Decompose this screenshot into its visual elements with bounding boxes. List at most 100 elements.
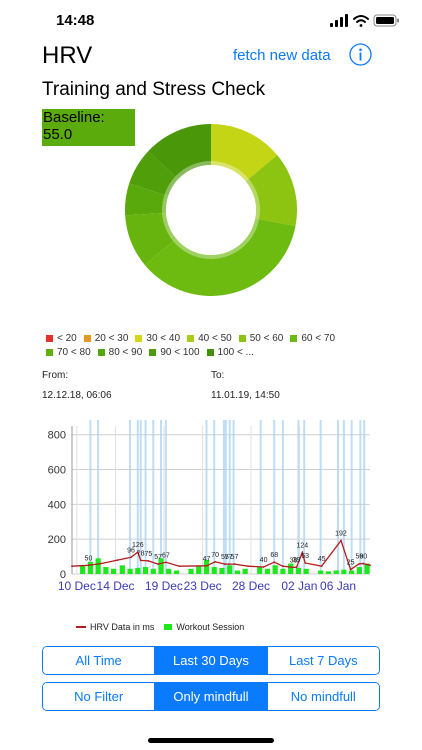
hrv-value-label: 59 [355, 554, 363, 561]
hrv-point [139, 559, 142, 562]
workout-bar [158, 558, 164, 574]
workout-bar [242, 568, 248, 574]
hrv-value-label: 57 [154, 554, 162, 561]
hrv-value-label: 67 [162, 552, 170, 559]
workout-bar [188, 568, 194, 574]
battery-icon [373, 14, 399, 27]
workout-bar [264, 568, 271, 574]
workout-bar [142, 567, 149, 574]
legend-swatch [206, 349, 214, 356]
hrv-point [116, 559, 119, 561]
workout-bar [173, 570, 180, 574]
status-time: 14:48 [56, 12, 95, 29]
info-icon[interactable] [349, 43, 372, 66]
workout-bar [135, 567, 141, 574]
hrv-point [214, 560, 217, 563]
mindful-filter-no-filter[interactable]: No Filter [43, 683, 156, 710]
legend-item: 20 < 30 [83, 333, 129, 344]
home-indicator [148, 738, 274, 743]
legend-label: 20 < 30 [94, 333, 129, 344]
workout-bar [364, 563, 370, 574]
hrv-value-label: 45 [318, 556, 326, 563]
workout-bar [318, 570, 324, 574]
hrv-value-label: 25 [347, 560, 355, 567]
donut-slice [125, 183, 169, 216]
hrv-value-label: 63 [301, 553, 309, 560]
legend-swatch [290, 335, 298, 342]
hrv-point [178, 565, 181, 568]
y-tick-label: 400 [48, 499, 66, 511]
legend-label: 80 < 90 [108, 347, 143, 358]
workout-bar [203, 560, 210, 574]
legend-swatch [149, 349, 157, 356]
hrv-point [227, 563, 230, 565]
legend-label-hrv: HRV Data in ms [90, 622, 155, 632]
from-value: 12.12.18, 06:06 [42, 390, 112, 401]
mindful-filter-only-mindfull[interactable]: Only mindfull [155, 683, 268, 710]
hrv-value-label: 124 [296, 542, 308, 549]
legend-swatch [46, 335, 53, 342]
workout-bar [272, 565, 278, 574]
hrv-value-label: 39 [293, 557, 301, 564]
hrv-value-label: 47 [203, 556, 211, 563]
x-tick-label: 19 Dec [145, 579, 183, 593]
workout-bar [325, 571, 331, 574]
mindful-filter-segmented-control: No Filter Only mindfull No mindfull [42, 682, 380, 711]
to-label: To: [211, 370, 225, 381]
fetch-new-data-button[interactable]: fetch new data [233, 47, 331, 64]
time-filter-last-7-days[interactable]: Last 7 Days [267, 647, 379, 674]
hrv-point [164, 561, 167, 564]
mindful-filter-no-mindfull[interactable]: No mindfull [267, 683, 379, 710]
to-value: 11.01.19, 14:50 [211, 390, 280, 401]
hrv-point [262, 566, 265, 568]
hrv-point [233, 563, 236, 565]
x-tick-label: 14 Dec [97, 579, 135, 593]
workout-bar [95, 558, 101, 574]
x-tick-label: 06 Jan [320, 579, 356, 593]
legend-label-workout: Workout Session [176, 622, 245, 632]
legend-swatch [135, 335, 143, 342]
hrv-value-label: 126 [132, 542, 144, 549]
hrv-value-label: 57 [225, 554, 233, 561]
x-tick-label: 23 Dec [184, 579, 222, 593]
legend-item: 100 < ... [206, 347, 254, 358]
hrv-point [247, 565, 249, 568]
workout-bar [119, 565, 125, 574]
hrv-point [301, 551, 304, 554]
hrv-value-label: 75 [145, 551, 153, 558]
nav-title: HRV [42, 42, 93, 69]
hrv-point [369, 564, 371, 567]
x-tick-label: 28 Dec [232, 579, 270, 593]
x-tick-label: 02 Jan [281, 579, 317, 593]
y-tick-label: 200 [48, 534, 66, 546]
legend-label: 70 < 80 [57, 347, 91, 358]
hrv-distribution-donut [125, 124, 297, 296]
workout-bar [280, 568, 286, 574]
workout-bar [288, 563, 294, 574]
legend-swatch [238, 335, 246, 342]
legend-label: 40 < 50 [198, 333, 232, 344]
workout-bar [127, 568, 133, 574]
baseline-badge: Baseline: 55.0 [42, 109, 135, 146]
hrv-value-label: 57 [231, 554, 239, 561]
time-filter-all-time[interactable]: All Time [43, 647, 156, 674]
legend-item: 60 < 70 [290, 333, 335, 344]
legend-swatch [46, 349, 53, 356]
y-tick-label: 800 [48, 430, 66, 442]
hrv-point [292, 566, 295, 569]
chart-legend: HRV Data in ms Workout Session [76, 622, 244, 632]
hrv-line-chart[interactable]: 800 600 400 200 010 Dec 14 Dec 19 Dec 23 Dec 28 … [40, 412, 380, 612]
status-icons [330, 14, 399, 27]
hrv-value-label: 70 [211, 552, 219, 559]
time-filter-last-30-days[interactable]: Last 30 Days [155, 647, 268, 674]
hrv-value-label: 96 [127, 547, 135, 554]
hrv-point [340, 539, 342, 542]
workout-bar [219, 567, 225, 574]
legend-swatch [97, 349, 105, 356]
hrv-series-line [71, 539, 371, 571]
workout-bar [211, 567, 217, 574]
legend-item: 40 < 50 [187, 333, 232, 344]
legend-item: 50 < 60 [238, 333, 283, 344]
workout-bar [257, 567, 263, 574]
donut-slice [144, 218, 296, 296]
